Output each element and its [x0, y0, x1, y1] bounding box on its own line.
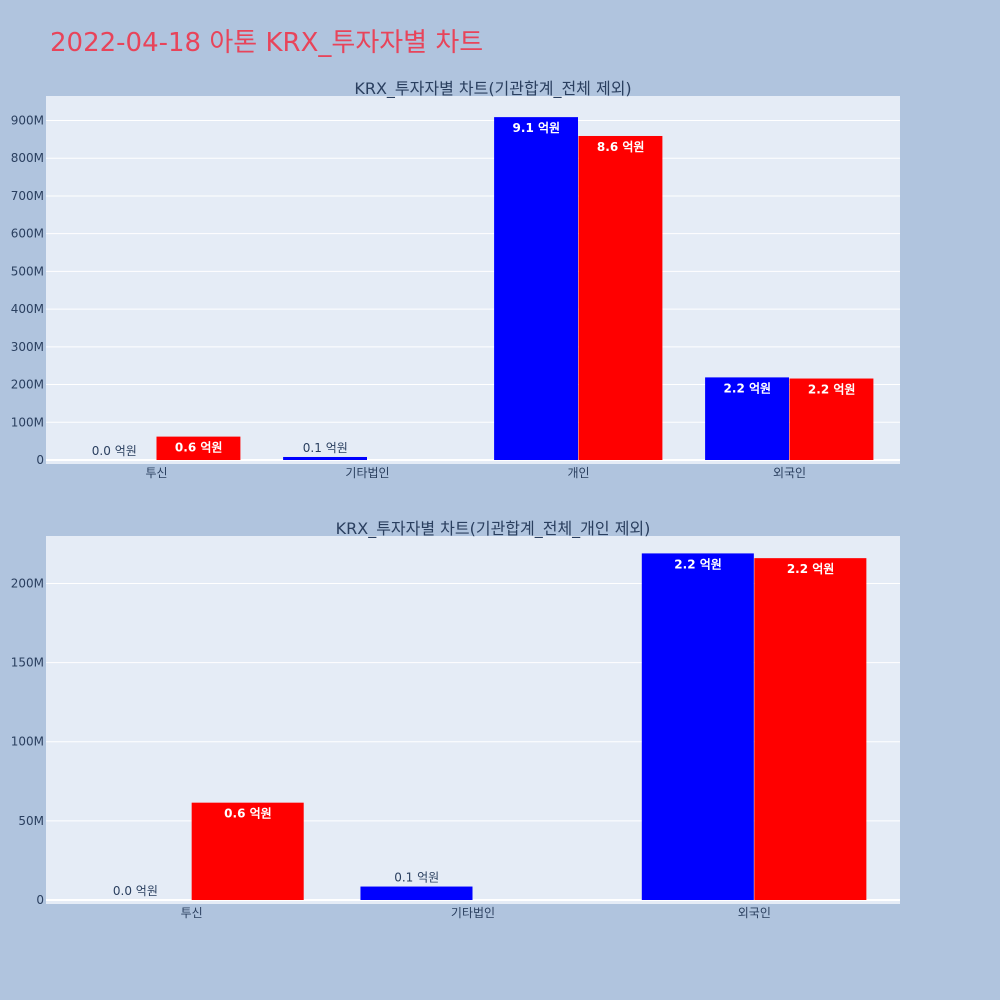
y-tick-label: 200M	[11, 378, 44, 392]
y-tick-label: 400M	[11, 302, 44, 316]
page-title: 2022-04-18 아톤 KRX_투자자별 차트	[50, 28, 484, 58]
y-tick-label: 100M	[11, 735, 44, 749]
x-tick-label: 외국인	[738, 906, 771, 920]
bar	[641, 553, 754, 900]
x-tick-label: 외국인	[773, 466, 806, 480]
chart-title: KRX_투자자별 차트(기관합계_전체_개인 제외)	[336, 519, 651, 539]
data-label: 2.2 억원	[724, 381, 772, 395]
x-tick-label: 기타법인	[451, 906, 495, 920]
y-tick-label: 900M	[11, 114, 44, 128]
data-label: 9.1 억원	[513, 121, 561, 135]
y-tick-label: 50M	[18, 814, 44, 828]
data-label: 0.1 억원	[394, 871, 439, 885]
bar	[578, 135, 663, 461]
x-tick-label: 투신	[181, 906, 203, 920]
y-tick-label: 100M	[11, 415, 44, 429]
x-tick-label: 기타법인	[345, 466, 389, 480]
data-label: 2.2 억원	[808, 383, 856, 397]
data-label: 8.6 억원	[597, 140, 645, 154]
data-label: 2.2 억원	[674, 557, 722, 571]
y-tick-label: 300M	[11, 340, 44, 354]
bar	[754, 558, 867, 900]
bar	[360, 886, 473, 900]
bar	[494, 117, 578, 460]
data-label: 2.2 억원	[787, 562, 835, 576]
y-tick-label: 600M	[11, 227, 44, 241]
chart-title: KRX_투자자별 차트(기관합계_전체 제외)	[354, 79, 631, 99]
data-label: 0.6 억원	[224, 807, 272, 821]
y-tick-label: 150M	[11, 656, 44, 670]
y-tick-label: 500M	[11, 264, 44, 278]
chart-top: KRX_투자자별 차트(기관합계_전체 제외) 0 100M 200M 300M 400M…	[11, 79, 900, 480]
bar	[191, 802, 304, 900]
y-tick-label: 200M	[11, 576, 44, 590]
y-tick-label: 800M	[11, 151, 44, 165]
y-tick-label: 0	[36, 893, 44, 907]
data-label: 0.0 억원	[92, 444, 137, 458]
data-label: 0.0 억원	[113, 884, 158, 898]
x-tick-label: 개인	[567, 466, 589, 480]
data-label: 0.6 억원	[175, 441, 223, 455]
bar	[705, 377, 789, 460]
y-tick-label: 0	[36, 453, 44, 467]
x-tick-label: 투신	[145, 466, 167, 480]
bar	[789, 378, 874, 460]
bar	[156, 436, 241, 460]
bar	[283, 456, 367, 460]
data-label: 0.1 억원	[303, 441, 348, 455]
chart-bottom: KRX_투자자별 차트(기관합계_전체_개인 제외) 0 50M 100M 150M 20…	[11, 519, 900, 920]
y-tick-label: 700M	[11, 189, 44, 203]
